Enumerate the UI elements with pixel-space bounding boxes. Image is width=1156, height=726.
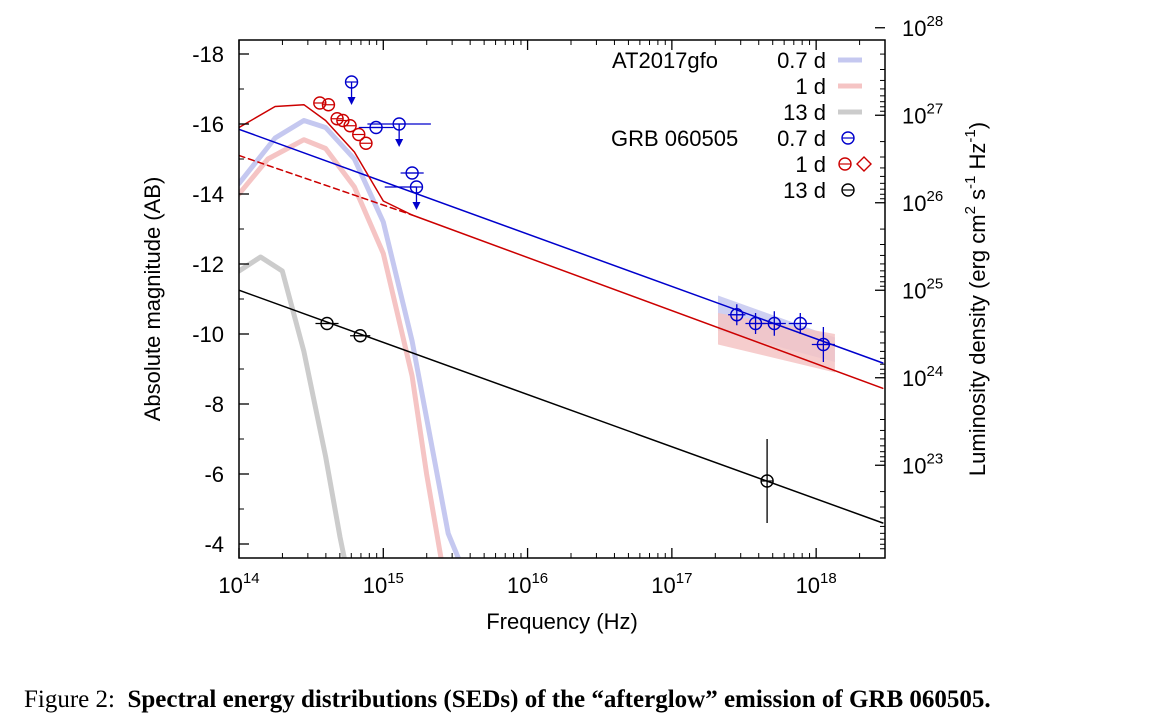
- point-grb-060505-1-d-6: [359, 136, 373, 150]
- y-left-tick-label: -18: [192, 42, 224, 67]
- legend-entry-4: 1 d: [795, 152, 872, 177]
- point-grb-060505-1-d-4: [343, 119, 357, 133]
- model-grb-060505-0-7-d-power-law: [239, 128, 884, 364]
- point-grb-060505-0-7-d-6: [745, 313, 766, 334]
- model-grb-060505-13-d-power-law: [239, 289, 884, 524]
- x-tick-label: 1016: [507, 570, 548, 598]
- caption-label: Figure 2:: [24, 686, 115, 713]
- point-grb-060505-1-d-0: [313, 96, 327, 110]
- point-grb-060505-0-7-d-4: [384, 180, 424, 210]
- y-left-tick-label: -12: [192, 252, 224, 277]
- y-left-tick-label: -16: [192, 112, 224, 137]
- model-grb-060505-1-d-extrapolation: [239, 154, 413, 216]
- point-grb-060505-0-7-d-8: [788, 313, 812, 334]
- point-grb-060505-1-d-5: [352, 127, 366, 142]
- legend-diamond-swatch: [856, 156, 872, 172]
- upper-limit-arrow: [412, 202, 421, 210]
- y-left-tick-label: -8: [204, 392, 224, 417]
- legend-entry-1: 1 d: [795, 74, 862, 99]
- legend-group-label: AT2017gfo: [612, 48, 718, 73]
- upper-limit-arrow: [347, 97, 356, 105]
- legend-group-label: GRB 060505: [611, 126, 738, 151]
- band-x-ray-1-d: [718, 313, 835, 373]
- y-right-tick-label: 1026: [902, 188, 943, 216]
- y-right-tick-label: 1023: [902, 450, 943, 478]
- point-grb-060505-0-7-d-3: [400, 166, 424, 180]
- model-grb-060505-1-d-model: [239, 103, 884, 390]
- y-axis-title-left: Absolute magnitude (AB): [140, 177, 165, 422]
- point-grb-060505-13-d-1: [350, 329, 371, 343]
- y-left-tick-label: -4: [204, 532, 224, 557]
- y-left-tick-label: -14: [192, 182, 224, 207]
- point-grb-060505-0-7-d-7: [762, 311, 786, 336]
- legend-entry-label: 1 d: [795, 152, 826, 177]
- x-tick-label: 1017: [651, 570, 692, 598]
- point-grb-060505-0-7-d-2: [367, 117, 431, 147]
- legend-entry-5: 13 d: [783, 178, 855, 203]
- y-right-tick-label: 1025: [902, 275, 943, 303]
- y-right-tick-label: 1028: [902, 13, 943, 41]
- legend-entry-label: 0.7 d: [777, 126, 826, 151]
- y-left-tick-label: -6: [204, 462, 224, 487]
- legend-entry-label: 0.7 d: [777, 48, 826, 73]
- figure-caption: Figure 2: Spectral energy distributions …: [24, 686, 991, 714]
- x-tick-label: 1018: [796, 570, 837, 598]
- y-left-tick-label: -10: [192, 322, 224, 347]
- point-grb-060505-0-7-d-0: [344, 75, 359, 105]
- y-axis-title-right: Luminosity density (erg cm2 s-1 Hz-1): [962, 122, 990, 476]
- axes: 1014 1015 1016 1017 1018 -18 -16 -14 -12 -10 -8 -6 -…: [192, 13, 943, 598]
- model-at2017gfo-0-7-d: [239, 118, 461, 558]
- x-tick-label: 1015: [363, 570, 404, 598]
- y-right-tick-label: 1027: [902, 100, 943, 128]
- upper-limit-arrow: [395, 139, 404, 147]
- point-grb-060505-1-d-1: [321, 98, 336, 112]
- legend-entry-2: 13 d: [783, 100, 862, 125]
- x-axis-title: Frequency (Hz): [486, 609, 638, 634]
- point-grb-060505-0-7-d-1: [358, 120, 394, 135]
- legend-entry-3: GRB 060505 0.7 d: [611, 126, 855, 151]
- point-grb-060505-13-d-2: [760, 439, 774, 523]
- legend-entry-label: 1 d: [795, 74, 826, 99]
- legend-entry-label: 13 d: [783, 178, 826, 203]
- model-at2017gfo-13-d: [239, 254, 347, 558]
- point-grb-060505-0-7-d-5: [728, 304, 746, 326]
- data-points: [313, 75, 835, 523]
- caption-text: Spectral energy distributions (SEDs) of …: [127, 686, 991, 713]
- y-right-tick-label: 1024: [902, 363, 943, 391]
- legend-entry-0: AT2017gfo 0.7 d: [612, 48, 862, 73]
- x-tick-label: 1014: [218, 570, 259, 598]
- model-curves: [239, 103, 884, 558]
- model-at2017gfo-1-d: [239, 137, 444, 558]
- point-grb-060505-0-7-d-9: [811, 327, 835, 362]
- legend-entry-label: 13 d: [783, 100, 826, 125]
- point-grb-060505-13-d-0: [315, 316, 339, 331]
